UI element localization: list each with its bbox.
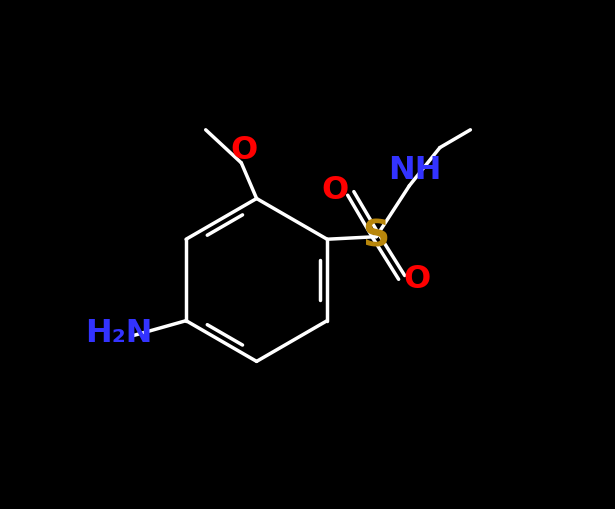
Text: S: S bbox=[363, 219, 390, 254]
Text: O: O bbox=[322, 176, 349, 206]
Text: O: O bbox=[403, 265, 430, 295]
Text: O: O bbox=[230, 135, 258, 165]
Text: NH: NH bbox=[387, 155, 441, 186]
Text: H₂N: H₂N bbox=[85, 318, 153, 349]
